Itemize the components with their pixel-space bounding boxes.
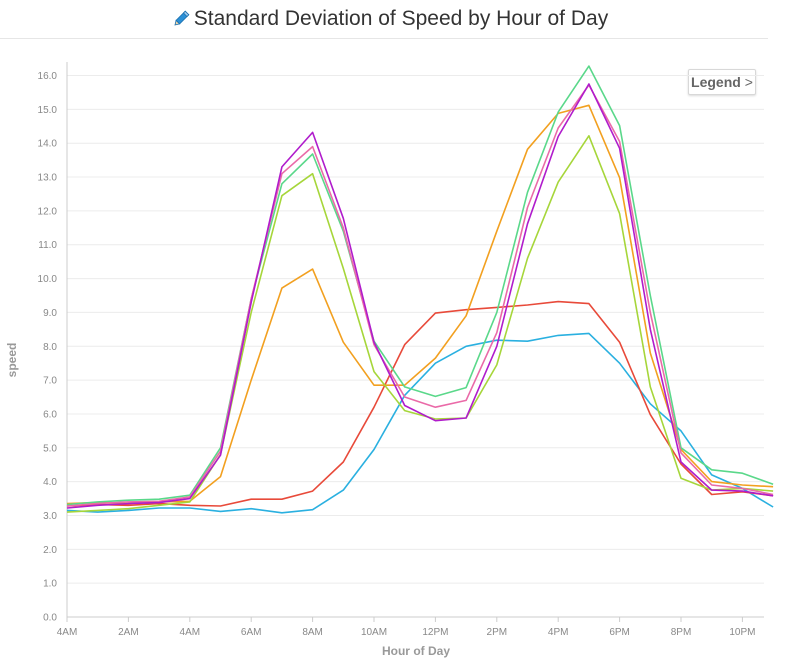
series-line-1[interactable] <box>66 332 774 514</box>
series-line-5[interactable] <box>66 65 774 506</box>
y-tick-label: 15.0 <box>38 105 58 116</box>
x-tick-label: 8AM <box>302 627 323 638</box>
series-line-4[interactable] <box>66 135 774 513</box>
series-line-6[interactable] <box>66 84 774 507</box>
x-tick-label: 10AM <box>361 627 387 638</box>
y-tick-labels: 0.0 1.0 2.0 3.0 4.0 5.0 6.0 7.0 8.0 9.0 10.0 11.0 12… <box>38 71 58 623</box>
y-tick-label: 6.0 <box>43 409 57 420</box>
y-tick-label: 8.0 <box>43 342 57 353</box>
y-tick-label: 12.0 <box>38 206 58 217</box>
series-line-2[interactable] <box>66 300 774 507</box>
y-tick-label: 3.0 <box>43 511 57 522</box>
pencil-icon[interactable] <box>172 10 190 28</box>
legend-button-label: Legend <box>691 74 741 90</box>
y-tick-label: 13.0 <box>38 173 58 184</box>
legend-button[interactable]: Legend > <box>688 69 756 95</box>
y-tick-label: 11.0 <box>38 240 57 251</box>
y-tick-label: 16.0 <box>38 71 58 82</box>
chart-title: Standard Deviation of Speed by Hour of D… <box>193 7 609 30</box>
y-tick-label: 14.0 <box>38 139 58 150</box>
series-line-7[interactable] <box>66 83 774 509</box>
y-tick-label: 0.0 <box>43 613 57 624</box>
x-tick-label: 4AM <box>57 627 78 638</box>
y-tick-label: 4.0 <box>43 477 57 488</box>
x-axis-label: Hour of Day <box>381 644 450 658</box>
x-tick-label: 4AM <box>180 627 201 638</box>
x-tick-label: 6PM <box>609 627 630 638</box>
x-tick-labels: 4AM 2AM 4AM 6AM 8AM 10AM 12PM 2PM 4PM 6PM 8PM 10PM <box>57 627 756 638</box>
y-tick-label: 1.0 <box>43 579 57 590</box>
chevron-right-icon: > <box>744 74 753 90</box>
x-tick-label: 2AM <box>118 627 139 638</box>
x-tick-label: 10PM <box>729 627 755 638</box>
grid-lines <box>66 62 764 622</box>
x-tick-label: 8PM <box>671 627 692 638</box>
series-lines <box>66 65 774 514</box>
title-wrap: Standard Deviation of Speed by Hour of D… <box>172 7 608 31</box>
y-tick-label: 9.0 <box>43 308 57 319</box>
x-tick-label: 2PM <box>487 627 508 638</box>
x-tick-label: 4PM <box>548 627 569 638</box>
y-tick-label: 2.0 <box>43 545 57 556</box>
x-tick-label: 12PM <box>422 627 448 638</box>
x-tick-label: 6AM <box>241 627 262 638</box>
series-line-3[interactable] <box>66 104 774 505</box>
chart-header: Standard Deviation of Speed by Hour of D… <box>0 0 768 39</box>
y-tick-label: 10.0 <box>38 274 58 285</box>
y-tick-label: 5.0 <box>43 443 57 454</box>
y-tick-label: 7.0 <box>43 376 57 387</box>
